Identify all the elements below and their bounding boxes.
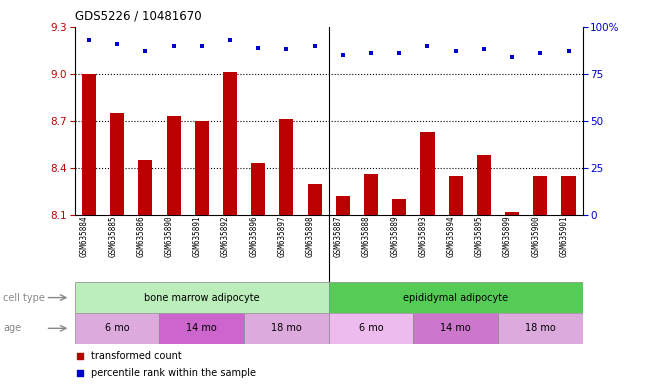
Text: GSM635900: GSM635900 bbox=[531, 215, 540, 257]
Point bbox=[84, 37, 94, 43]
Text: 18 mo: 18 mo bbox=[525, 323, 556, 333]
Text: transformed count: transformed count bbox=[91, 351, 182, 361]
Point bbox=[281, 46, 292, 53]
Bar bbox=[167, 116, 181, 215]
Text: GSM635886: GSM635886 bbox=[137, 215, 145, 257]
Bar bbox=[244, 313, 329, 344]
Bar bbox=[139, 160, 152, 215]
Bar bbox=[364, 174, 378, 215]
Text: percentile rank within the sample: percentile rank within the sample bbox=[91, 368, 256, 378]
Point bbox=[253, 45, 264, 51]
Text: GSM635894: GSM635894 bbox=[447, 215, 456, 257]
Bar bbox=[561, 176, 575, 215]
Bar bbox=[329, 282, 583, 313]
Text: age: age bbox=[3, 323, 21, 333]
Bar bbox=[159, 313, 244, 344]
Bar bbox=[498, 313, 583, 344]
Text: GSM635895: GSM635895 bbox=[475, 215, 484, 257]
Bar bbox=[307, 184, 322, 215]
Text: GSM635885: GSM635885 bbox=[108, 215, 117, 257]
Bar bbox=[477, 156, 491, 215]
Point bbox=[197, 43, 207, 49]
Point bbox=[112, 41, 122, 47]
Text: GSM635893: GSM635893 bbox=[419, 215, 428, 257]
Point bbox=[450, 48, 461, 55]
Text: epididymal adipocyte: epididymal adipocyte bbox=[403, 293, 508, 303]
Bar bbox=[413, 313, 498, 344]
Bar bbox=[110, 113, 124, 215]
Point bbox=[422, 43, 433, 49]
Text: GDS5226 / 10481670: GDS5226 / 10481670 bbox=[75, 10, 202, 23]
Point bbox=[75, 353, 85, 359]
Bar bbox=[336, 196, 350, 215]
Point bbox=[225, 37, 235, 43]
Text: GSM635897: GSM635897 bbox=[277, 215, 286, 257]
Text: GSM635899: GSM635899 bbox=[503, 215, 512, 257]
Text: GSM635901: GSM635901 bbox=[560, 215, 568, 257]
Point bbox=[338, 52, 348, 58]
Point bbox=[535, 50, 546, 56]
Point bbox=[169, 43, 179, 49]
Text: GSM635887: GSM635887 bbox=[334, 215, 343, 257]
Text: GSM635884: GSM635884 bbox=[80, 215, 89, 257]
Bar bbox=[82, 74, 96, 215]
Bar bbox=[329, 313, 413, 344]
Text: 6 mo: 6 mo bbox=[359, 323, 383, 333]
Point bbox=[478, 46, 489, 53]
Text: 14 mo: 14 mo bbox=[186, 323, 217, 333]
Bar bbox=[75, 282, 329, 313]
Text: 18 mo: 18 mo bbox=[271, 323, 302, 333]
Text: GSM635889: GSM635889 bbox=[391, 215, 399, 257]
Text: GSM635891: GSM635891 bbox=[193, 215, 202, 257]
Bar bbox=[392, 199, 406, 215]
Bar bbox=[251, 163, 266, 215]
Bar bbox=[279, 119, 294, 215]
Text: 14 mo: 14 mo bbox=[440, 323, 471, 333]
Bar bbox=[533, 176, 547, 215]
Bar bbox=[223, 72, 237, 215]
Point bbox=[309, 43, 320, 49]
Bar bbox=[505, 212, 519, 215]
Text: bone marrow adipocyte: bone marrow adipocyte bbox=[144, 293, 260, 303]
Text: GSM635888: GSM635888 bbox=[362, 215, 371, 257]
Text: GSM635890: GSM635890 bbox=[165, 215, 174, 257]
Text: GSM635898: GSM635898 bbox=[306, 215, 314, 257]
Point bbox=[394, 50, 404, 56]
Bar bbox=[421, 132, 435, 215]
Bar bbox=[449, 176, 463, 215]
Point bbox=[507, 54, 518, 60]
Bar bbox=[75, 313, 159, 344]
Text: GSM635896: GSM635896 bbox=[249, 215, 258, 257]
Text: cell type: cell type bbox=[3, 293, 45, 303]
Text: GSM635892: GSM635892 bbox=[221, 215, 230, 257]
Point bbox=[75, 370, 85, 376]
Text: 6 mo: 6 mo bbox=[105, 323, 130, 333]
Point bbox=[366, 50, 376, 56]
Bar bbox=[195, 121, 209, 215]
Point bbox=[140, 48, 150, 55]
Point bbox=[563, 48, 574, 55]
